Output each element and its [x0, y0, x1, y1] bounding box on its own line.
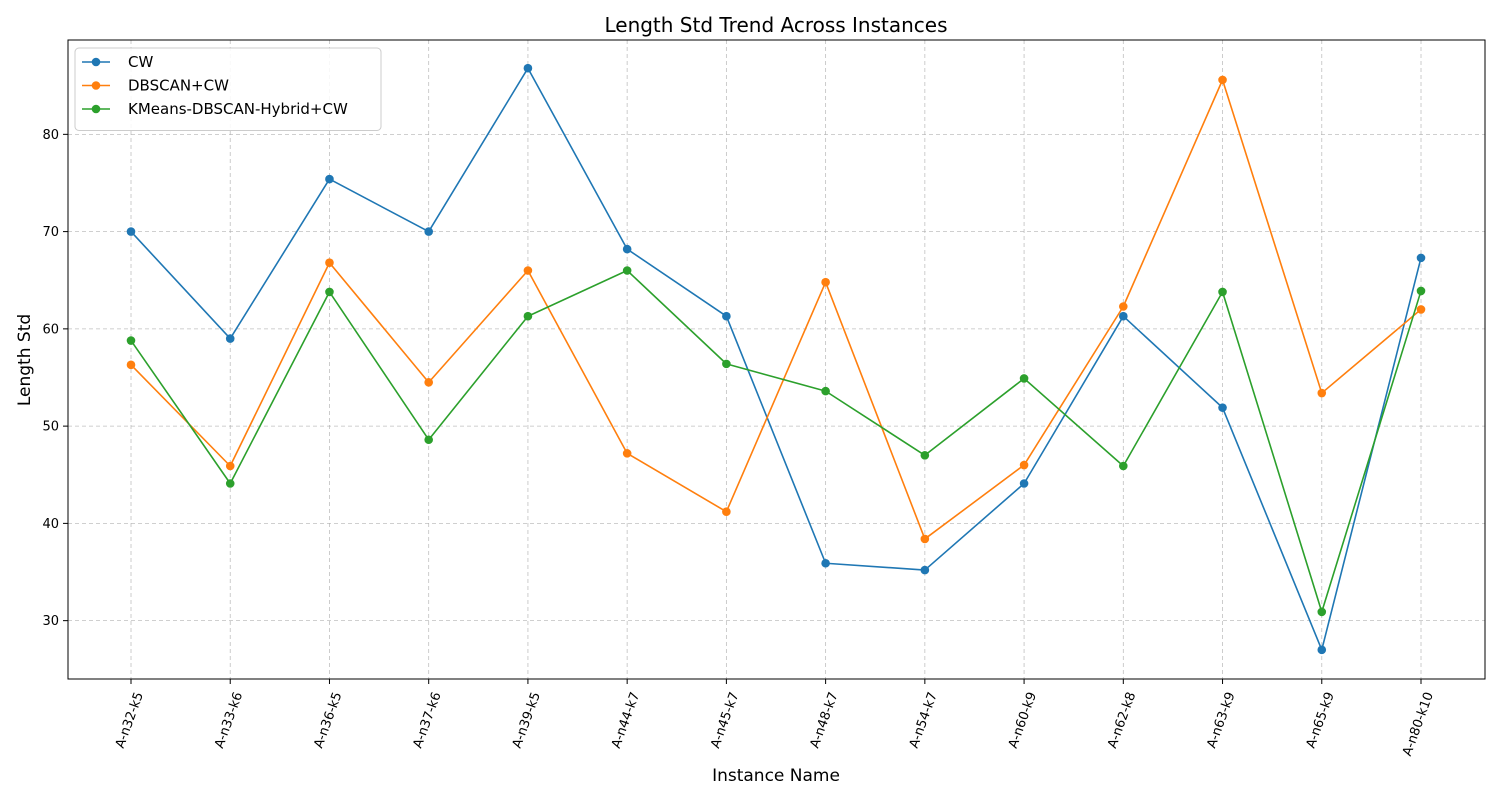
data-point — [1218, 287, 1227, 297]
series-line — [130, 269, 1422, 613]
data-point — [722, 507, 731, 517]
data-point — [1317, 607, 1327, 617]
x-tick-label: A-n37-k6 — [411, 690, 445, 750]
x-tick-label: A-n44-k7 — [609, 690, 643, 750]
y-tick-label: 80 — [42, 128, 59, 143]
x-tick-label: A-n54-k7 — [907, 690, 941, 750]
data-point — [622, 449, 632, 458]
x-tick-label: A-n65-k9 — [1304, 690, 1338, 750]
data-point — [1019, 374, 1029, 383]
data-point — [920, 451, 930, 460]
x-tick-label: A-n45-k7 — [708, 690, 742, 750]
x-tick-label: A-n60-k9 — [1006, 690, 1040, 750]
legend-label: CW — [128, 53, 153, 71]
data-point — [1416, 286, 1426, 296]
data-point — [920, 565, 930, 575]
x-tick-label: A-n48-k7 — [808, 690, 842, 750]
data-point — [325, 174, 334, 184]
data-point — [622, 266, 632, 275]
data-point — [1119, 461, 1128, 471]
legend: CW DBSCAN+CW KMeans-DBSCAN-Hybrid+CW — [74, 47, 382, 131]
data-point — [1019, 479, 1029, 488]
y-axis-label: Length Std — [15, 314, 35, 406]
data-point — [225, 479, 235, 488]
series-0 — [126, 63, 1426, 655]
data-point — [523, 311, 533, 321]
x-tick-label: A-n80-k10 — [1400, 690, 1437, 758]
data-point — [424, 227, 433, 236]
data-point — [126, 360, 136, 370]
legend-label: KMeans-DBSCAN-Hybrid+CW — [128, 100, 348, 118]
data-point — [920, 534, 930, 544]
data-point — [1218, 403, 1227, 412]
series-2 — [126, 266, 1426, 617]
data-point — [325, 287, 334, 297]
y-tick-label: 50 — [42, 420, 59, 435]
x-tick-label: A-n39-k5 — [510, 690, 544, 750]
legend-frame — [74, 47, 382, 131]
data-point — [722, 359, 731, 369]
data-point — [126, 227, 136, 236]
data-point — [1218, 75, 1227, 85]
series-line — [130, 79, 1422, 540]
series-line — [130, 67, 1422, 651]
data-point — [325, 258, 334, 268]
x-tick-label: A-n36-k5 — [311, 690, 345, 750]
data-point — [424, 435, 433, 445]
data-point — [1317, 645, 1327, 655]
plot-frame — [67, 39, 1486, 680]
y-tick-label: 40 — [42, 517, 59, 532]
series-1 — [126, 75, 1426, 544]
legend-swatch-marker — [91, 104, 101, 114]
x-tick-label: A-n62-k8 — [1105, 690, 1139, 750]
data-point — [225, 334, 235, 343]
data-point — [1019, 460, 1029, 470]
data-point — [1317, 388, 1327, 398]
data-point — [722, 311, 731, 321]
data-point — [622, 244, 632, 254]
data-point — [821, 558, 830, 568]
data-point — [523, 63, 533, 73]
data-point — [821, 386, 830, 396]
y-tick-label: 30 — [42, 614, 59, 629]
data-point — [523, 266, 533, 275]
data-point — [821, 277, 830, 287]
x-axis-label: Instance Name — [712, 766, 840, 786]
data-point — [126, 336, 136, 345]
legend-item: CW — [82, 53, 153, 71]
y-tick-label: 60 — [42, 322, 59, 337]
y-tick-label: 70 — [42, 225, 59, 240]
x-tick-label: A-n32-k5 — [113, 690, 147, 750]
x-tick-label: A-n63-k9 — [1204, 690, 1238, 750]
data-point — [424, 378, 433, 387]
grid-layer — [68, 40, 1485, 679]
series-layer — [126, 63, 1426, 655]
axes-layer: A-n32-k5 A-n33-k6 A-n36-k5 A-n37-k6 A-n39-k5… — [42, 39, 1486, 758]
legend-swatch-marker — [91, 81, 101, 90]
data-point — [225, 461, 235, 471]
data-point — [1119, 302, 1128, 311]
chart-title: Length Std Trend Across Instances — [604, 13, 947, 37]
x-tick-label: A-n33-k6 — [212, 690, 246, 750]
data-point — [1416, 253, 1426, 263]
legend-item: DBSCAN+CW — [82, 77, 229, 95]
data-point — [1119, 311, 1128, 321]
legend-swatch-marker — [91, 57, 101, 67]
legend-label: DBSCAN+CW — [128, 77, 229, 95]
data-point — [1416, 305, 1426, 314]
legend-item: KMeans-DBSCAN-Hybrid+CW — [82, 100, 348, 118]
